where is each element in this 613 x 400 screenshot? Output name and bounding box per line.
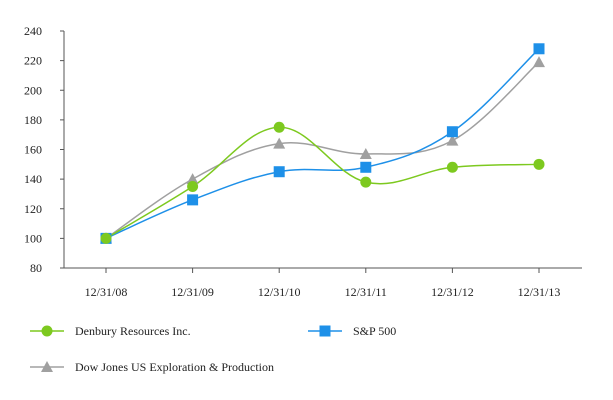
legend-label: Dow Jones US Exploration & Production: [75, 360, 274, 374]
x-tick-label: 12/31/10: [258, 285, 301, 299]
x-tick-label: 12/31/12: [431, 285, 474, 299]
series-line-2: [105, 61, 540, 239]
y-tick-label: 160: [24, 143, 42, 157]
data-point-series-1: [533, 43, 545, 55]
y-axis: 80 100 120 140 160 180 200 220 240: [24, 24, 65, 275]
data-point-series-1: [446, 126, 458, 138]
legend-label: S&P 500: [353, 324, 396, 338]
series-line-0: [105, 126, 540, 240]
y-tick-label: 140: [24, 172, 42, 186]
y-tick-label: 120: [24, 202, 42, 216]
data-point-series-1: [360, 161, 372, 173]
data-point-series-0: [446, 161, 458, 173]
data-point-series-2: [186, 173, 199, 185]
y-tick-label: 200: [24, 83, 42, 97]
legend-marker: [319, 325, 331, 337]
data-point-series-2: [273, 137, 286, 149]
y-tick-label: 180: [24, 113, 42, 127]
legend: Denbury Resources Inc. S&P 500 Dow Jones U…: [30, 324, 396, 374]
series-line-1: [105, 48, 540, 240]
x-tick-label: 12/31/13: [518, 285, 561, 299]
data-point-series-2: [533, 56, 545, 68]
legend-label: Denbury Resources Inc.: [75, 324, 191, 338]
y-tick-label: 100: [24, 231, 42, 245]
data-point-series-0: [273, 121, 285, 133]
legend-marker: [41, 325, 53, 337]
x-tick-label: 12/31/09: [171, 285, 214, 299]
data-point-series-0: [533, 158, 545, 170]
x-axis: 12/31/08 12/31/09 12/31/10 12/31/11 12/31/12…: [64, 267, 582, 299]
data-point-series-1: [187, 194, 199, 206]
data-point-series-2: [446, 134, 459, 146]
y-tick-label: 220: [24, 54, 42, 68]
y-tick-label: 240: [24, 24, 42, 38]
data-point-series-0: [100, 232, 112, 244]
data-point-series-2: [359, 147, 372, 159]
data-point-series-0: [187, 181, 199, 193]
legend-marker: [41, 361, 53, 372]
x-tick-label: 12/31/11: [345, 285, 387, 299]
data-point-series-1: [273, 166, 285, 178]
x-tick-label: 12/31/08: [85, 285, 128, 299]
data-point-series-0: [360, 176, 372, 188]
series-layer: [100, 43, 545, 244]
y-tick-label: 80: [30, 261, 42, 275]
